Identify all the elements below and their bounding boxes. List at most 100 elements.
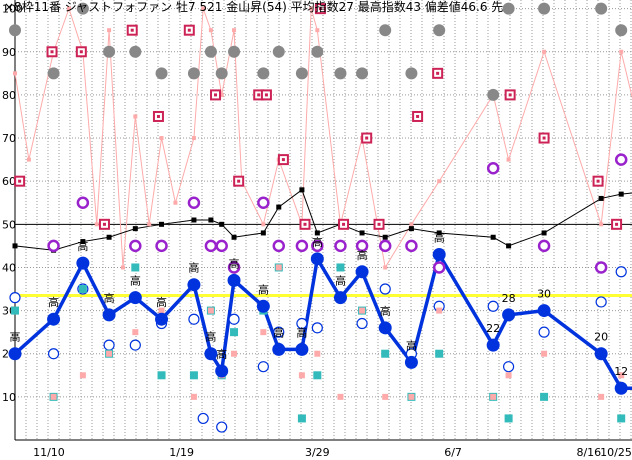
sub-point bbox=[309, 6, 314, 11]
purple-ring-point bbox=[257, 196, 270, 209]
average-point bbox=[191, 217, 197, 223]
purple-ring-point bbox=[272, 239, 286, 253]
teal-square-point bbox=[435, 349, 444, 358]
blue-ring-point bbox=[296, 317, 308, 330]
gray-circle-point bbox=[257, 67, 270, 80]
teal-square-point bbox=[313, 371, 322, 380]
pink-square-point bbox=[275, 264, 282, 271]
main-point-label: 高 bbox=[335, 274, 346, 288]
markers bbox=[8, 2, 628, 433]
teal-square-point bbox=[78, 285, 87, 294]
teal-square-point bbox=[617, 414, 626, 423]
y-tick-label: 50 bbox=[2, 218, 16, 231]
main-point bbox=[310, 252, 324, 266]
x-tick-label: 8/16 bbox=[576, 446, 601, 459]
square-ring-center bbox=[542, 136, 546, 140]
square-ring-center bbox=[237, 179, 241, 183]
gray-circle-point bbox=[155, 67, 168, 80]
pink-square-point bbox=[314, 350, 321, 357]
x-tick-label: 11/10 bbox=[33, 446, 65, 459]
pink-square-point bbox=[79, 372, 86, 379]
main-point-label: 高 bbox=[205, 330, 216, 344]
square-ring-center bbox=[281, 158, 285, 162]
gray-circle-point bbox=[9, 24, 21, 37]
sub-point bbox=[159, 136, 164, 141]
gray-circle-point bbox=[76, 2, 89, 15]
main-point-label: 30 bbox=[537, 288, 551, 301]
sub-point bbox=[120, 265, 125, 270]
blue-ring-point bbox=[538, 326, 550, 338]
main-point bbox=[187, 278, 201, 292]
average-point bbox=[106, 234, 112, 240]
gray-circle-point bbox=[272, 45, 285, 58]
square-ring-center bbox=[79, 50, 83, 54]
sub-point bbox=[599, 222, 604, 227]
blue-ring-point bbox=[311, 322, 323, 334]
blue-ring-point bbox=[47, 348, 60, 360]
square-ring-center bbox=[102, 222, 106, 226]
main-point-label: 高 bbox=[130, 274, 141, 288]
average-point bbox=[80, 239, 86, 245]
gray-circle-point bbox=[379, 24, 392, 37]
teal-square-point bbox=[336, 263, 345, 272]
square-ring-center bbox=[318, 7, 322, 11]
main-point bbox=[537, 304, 551, 318]
pink-square-point bbox=[106, 350, 113, 357]
chart-title: ×8枠11番 ジャストフォファン 牡7 521 金山昇(54) 平均指数27 最… bbox=[4, 0, 503, 14]
pink-square-point bbox=[337, 393, 344, 400]
sub-point bbox=[13, 71, 17, 76]
sub-point bbox=[383, 265, 388, 270]
main-point bbox=[333, 291, 347, 305]
average-point bbox=[408, 226, 414, 232]
square-ring-center bbox=[615, 222, 619, 226]
y-tick-label: 90 bbox=[2, 46, 16, 59]
main-point bbox=[102, 308, 116, 322]
sub-point bbox=[133, 114, 138, 119]
gray-circle-point bbox=[295, 67, 308, 80]
sub-point bbox=[437, 179, 442, 184]
average-point bbox=[490, 234, 496, 240]
teal-square-point bbox=[189, 371, 198, 380]
average-point bbox=[506, 243, 512, 249]
pink-square-point bbox=[207, 307, 214, 314]
square-ring-center bbox=[156, 114, 160, 118]
sub-point bbox=[26, 157, 31, 162]
pink-square-point bbox=[618, 372, 625, 379]
pink-square-point bbox=[50, 393, 57, 400]
pink-square-point bbox=[132, 329, 139, 336]
blue-ring-point bbox=[257, 361, 269, 373]
blue-ring-point bbox=[103, 339, 115, 351]
blue-ring-point bbox=[216, 421, 228, 433]
average-point bbox=[314, 230, 320, 236]
purple-ring-point bbox=[295, 239, 309, 253]
square-ring-center bbox=[187, 28, 191, 32]
square-ring-center bbox=[303, 222, 307, 226]
main-point bbox=[432, 248, 446, 262]
sub-point bbox=[147, 222, 152, 227]
main-point bbox=[128, 291, 142, 305]
pink-square-point bbox=[190, 393, 197, 400]
main-point-label: 高 bbox=[312, 235, 323, 249]
sub-point bbox=[66, 6, 71, 11]
gray-circle-point bbox=[187, 67, 200, 80]
blue-ring-point bbox=[379, 283, 391, 295]
gray-circle-point bbox=[129, 45, 142, 58]
main-point bbox=[295, 342, 309, 356]
main-point bbox=[227, 273, 241, 287]
teal-square-point bbox=[504, 414, 513, 423]
grid bbox=[14, 0, 632, 441]
main-point bbox=[486, 338, 500, 352]
average-point bbox=[12, 243, 18, 249]
average-point bbox=[260, 230, 266, 236]
purple-ring-point bbox=[311, 239, 324, 253]
blue-ring-point bbox=[129, 339, 141, 351]
sub-point bbox=[107, 28, 112, 33]
average-point bbox=[436, 230, 442, 236]
sub-point bbox=[191, 136, 196, 141]
average-point bbox=[598, 195, 604, 201]
sub-point bbox=[619, 49, 624, 54]
teal-square-point bbox=[11, 306, 19, 315]
main-point bbox=[404, 355, 418, 369]
main-point bbox=[594, 347, 608, 361]
main-point bbox=[502, 308, 516, 322]
